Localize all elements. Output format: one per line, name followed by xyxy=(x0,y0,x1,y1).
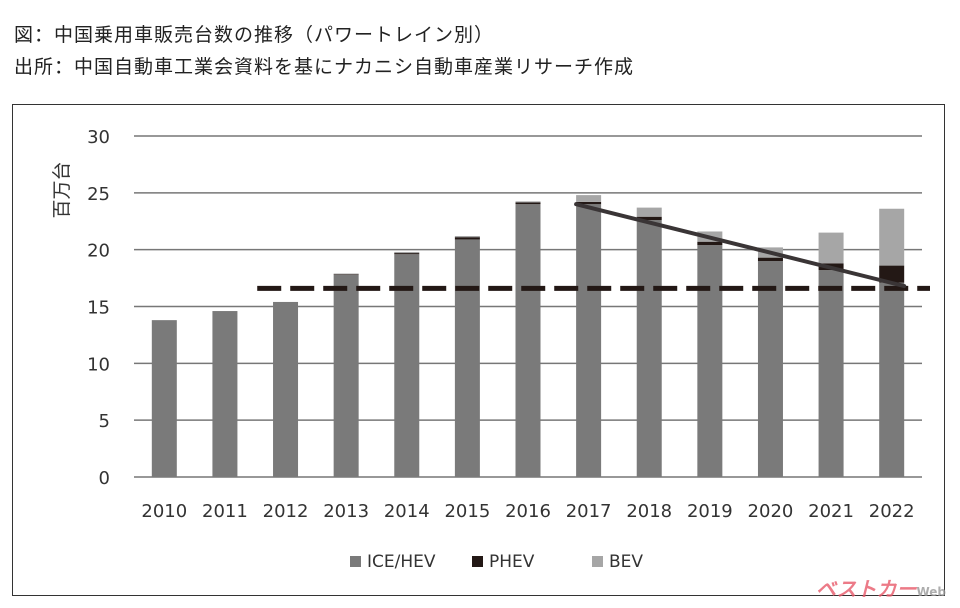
x-tick-label: 2019 xyxy=(687,501,733,522)
legend-swatch xyxy=(592,556,603,567)
y-tick-label: 5 xyxy=(99,411,110,432)
bar-phev xyxy=(394,253,420,255)
bar-bev xyxy=(394,251,420,254)
bar-bev xyxy=(515,201,541,203)
y-tick-label: 30 xyxy=(87,127,110,148)
x-tick-label: 2012 xyxy=(263,501,309,522)
y-tick-label: 20 xyxy=(87,241,110,262)
bar-bev xyxy=(454,236,480,238)
y-tick-label: 25 xyxy=(87,184,110,205)
bar-ice-hev xyxy=(454,239,480,477)
x-tick-label: 2014 xyxy=(384,501,430,522)
bar-phev xyxy=(454,237,480,240)
bar-phev xyxy=(879,265,905,283)
x-tick-label: 2022 xyxy=(869,501,915,522)
bar-ice-hev xyxy=(151,320,177,477)
bar-ice-hev xyxy=(333,274,359,477)
chart-source: 出所：中国自動車工業会資料を基にナカニシ自動車産業リサーチ作成 xyxy=(14,56,635,78)
x-tick-label: 2015 xyxy=(444,501,490,522)
bar-phev xyxy=(757,257,783,262)
bar-ice-hev xyxy=(273,301,299,477)
bar-ice-hev xyxy=(879,282,905,477)
bar-bev xyxy=(576,195,602,202)
legend-label: PHEV xyxy=(489,552,535,572)
x-tick-label: 2010 xyxy=(141,501,187,522)
bar-ice-hev xyxy=(636,220,662,477)
bar-phev xyxy=(636,216,662,221)
x-tick-label: 2020 xyxy=(748,501,794,522)
y-tick-label: 0 xyxy=(99,468,110,489)
bar-bev xyxy=(636,207,662,217)
x-tick-label: 2018 xyxy=(626,501,672,522)
watermark-logo: ベストカーWeb xyxy=(816,577,946,601)
bar-ice-hev xyxy=(212,311,238,477)
bar-ice-hev xyxy=(394,254,420,477)
bar-ice-hev xyxy=(697,245,723,477)
y-tick-label: 10 xyxy=(87,354,110,375)
bar-ice-hev xyxy=(818,270,844,477)
legend-swatch xyxy=(350,556,361,567)
legend-swatch xyxy=(472,556,483,567)
y-axis-label: 百万台 xyxy=(51,161,73,218)
trend-line xyxy=(574,202,907,289)
legend-label: BEV xyxy=(609,552,643,572)
x-tick-label: 2016 xyxy=(505,501,551,522)
chart-frame xyxy=(12,104,945,596)
bar-bev xyxy=(818,232,844,264)
bar-ice-hev xyxy=(757,261,783,477)
x-tick-label: 2017 xyxy=(566,501,612,522)
x-tick-label: 2021 xyxy=(808,501,854,522)
bar-ice-hev xyxy=(515,204,541,477)
y-tick-label: 15 xyxy=(87,298,110,319)
x-tick-label: 2013 xyxy=(323,501,369,522)
bar-phev xyxy=(576,201,602,205)
chart-title: 図：中国乗用車販売台数の推移（パワートレイン別） xyxy=(14,24,495,46)
x-tick-label: 2011 xyxy=(202,501,248,522)
bar-bev xyxy=(879,208,905,266)
bar-ice-hev xyxy=(576,204,602,477)
legend-label: ICE/HEV xyxy=(367,552,436,572)
bar-phev xyxy=(333,274,359,275)
bar-phev xyxy=(697,241,723,246)
bar-phev xyxy=(515,202,541,205)
bar-bev xyxy=(333,273,359,275)
